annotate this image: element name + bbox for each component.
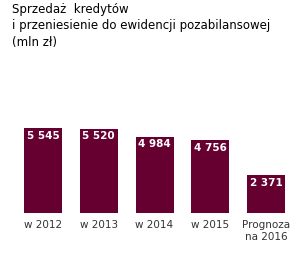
Bar bbox=[247, 178, 285, 213]
Bar bbox=[191, 143, 229, 213]
Text: 4 756: 4 756 bbox=[194, 143, 227, 153]
Text: Sprzedaż  kredytów
i przeniesienie do ewidencji pozabilansowej
(mln zł): Sprzedaż kredytów i przeniesienie do ewi… bbox=[12, 3, 271, 49]
Text: 2 371: 2 371 bbox=[250, 178, 282, 188]
Bar bbox=[80, 131, 118, 213]
Text: 5 520: 5 520 bbox=[82, 131, 115, 141]
Text: 5 545: 5 545 bbox=[27, 131, 59, 141]
Text: 4 984: 4 984 bbox=[138, 139, 171, 149]
Bar bbox=[136, 139, 174, 213]
Bar bbox=[24, 131, 62, 213]
